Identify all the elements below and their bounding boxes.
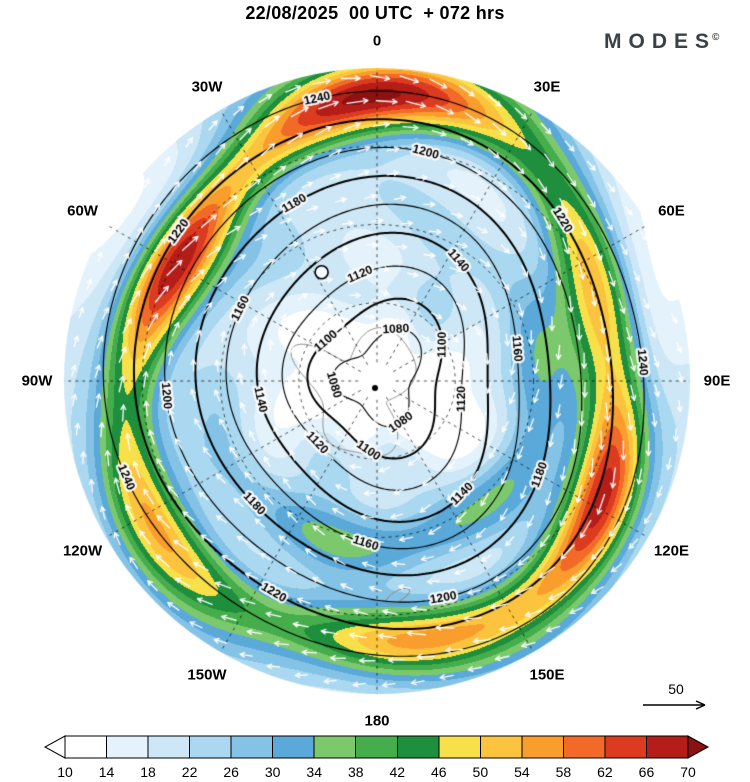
colorbar-tick-label: 18 [140,764,156,780]
longitude-label: 180 [364,712,390,730]
colorbar-cell [106,735,149,759]
longitude-label: 90W [21,372,53,390]
colorbar-tick-label: 14 [99,764,115,780]
longitude-label: 120E [653,542,689,560]
colorbar-cell [189,735,232,759]
colorbar-tick-label: 54 [514,764,530,780]
colorbar-tick-label: 22 [182,764,198,780]
reference-arrow-icon [643,700,706,710]
longitude-label: 0 [372,32,382,50]
longitude-label: 120W [62,542,103,560]
colorbar-cell [64,735,108,759]
polar-map-canvas [0,0,750,730]
colorbar-cell [313,735,357,759]
longitude-label: 60E [658,202,685,220]
longitude-label: 90E [703,372,731,390]
colorbar-cell [355,735,398,759]
colorbar-tick-label: 62 [597,764,613,780]
colorbar-over-arrow [687,735,710,759]
colorbar-cell [562,735,606,759]
longitude-label: 150W [187,666,227,684]
colorbar-tick-label: 26 [223,764,239,780]
longitude-label: 60W [67,202,98,220]
colorbar-tick-label: 70 [680,764,696,780]
colorbar-under-arrow [43,735,66,759]
colorbar-cell [396,735,440,759]
colorbar-tick-label: 42 [389,764,405,780]
colorbar-cell [521,735,564,759]
colorbar-cell [230,735,274,759]
reference-arrow-value: 50 [668,681,684,697]
colorbar-tick-label: 66 [639,764,655,780]
colorbar-cell [645,735,689,759]
colorbar-cell [272,735,315,759]
colorbar-tick-label: 30 [265,764,281,780]
colorbar-cell [438,735,481,759]
longitude-label: 30E [533,78,561,96]
colorbar-tick-label: 34 [306,764,322,780]
colorbar-cell [604,735,647,759]
colorbar-tick-label: 58 [556,764,572,780]
longitude-label: 150E [529,666,565,684]
reference-arrow: 50 [640,682,712,711]
colorbar-tick-label: 50 [473,764,489,780]
colorbar-cell [479,735,523,759]
colorbar: 10 14 18 22 26 30 34 38 42 46 50 54 58 62 66 70 [43,735,710,780]
colorbar-tick-label: 46 [431,764,447,780]
colorbar-tick-label: 38 [348,764,364,780]
colorbar-cell [147,735,191,759]
longitude-label: 30W [191,78,223,96]
colorbar-tick-label: 10 [57,764,73,780]
